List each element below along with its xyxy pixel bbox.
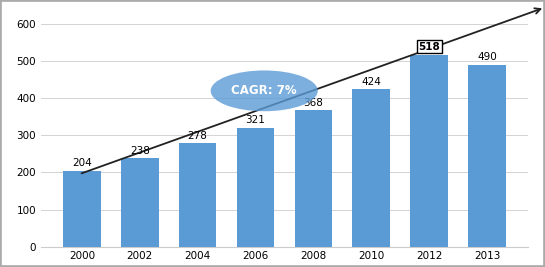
FancyArrowPatch shape — [82, 8, 541, 173]
Text: 368: 368 — [304, 97, 323, 108]
Bar — [63, 171, 101, 247]
Text: 278: 278 — [187, 131, 208, 141]
Bar — [468, 65, 506, 247]
Text: 424: 424 — [361, 77, 382, 87]
Bar — [237, 128, 274, 247]
Text: 321: 321 — [246, 115, 265, 125]
Text: 204: 204 — [72, 158, 92, 168]
Text: 238: 238 — [130, 146, 150, 156]
Bar — [295, 110, 332, 247]
Bar — [179, 143, 216, 247]
Ellipse shape — [211, 70, 318, 111]
Text: 518: 518 — [419, 42, 440, 52]
Bar — [410, 54, 448, 247]
Bar — [353, 89, 390, 247]
Bar — [121, 158, 159, 247]
Text: CAGR: 7%: CAGR: 7% — [232, 84, 297, 97]
Text: 490: 490 — [477, 52, 497, 62]
